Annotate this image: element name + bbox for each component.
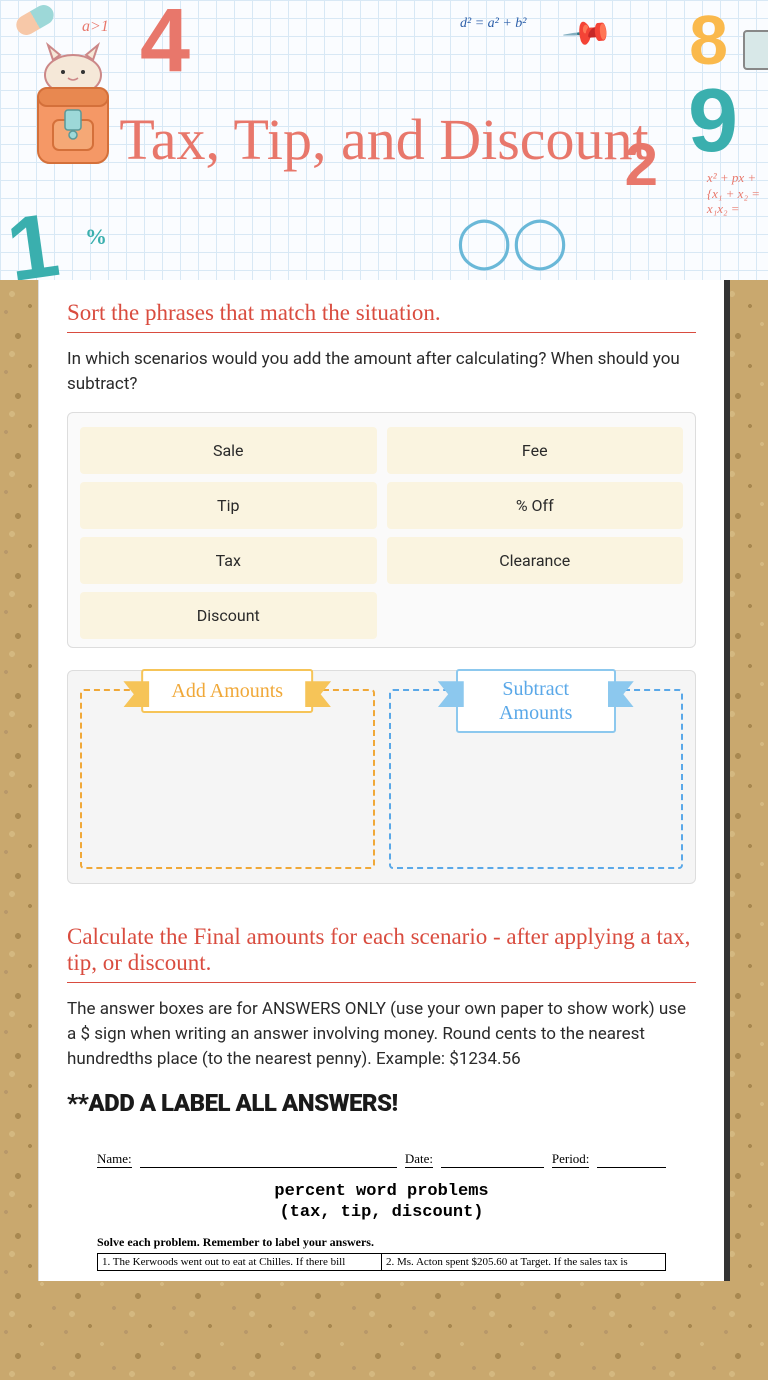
formula-quadratic: x² + px + {x₁ + x₂ = x₁x₂ =	[707, 170, 760, 217]
calculator-doodle	[743, 30, 768, 70]
section1-title: Sort the phrases that match the situatio…	[67, 300, 696, 333]
section1-description: In which scenarios would you add the amo…	[67, 347, 696, 396]
page-title: Tax, Tip, and Discount	[119, 107, 648, 174]
section2-title: Calculate the Final amounts for each sce…	[67, 924, 696, 983]
add-amounts-dropzone[interactable]: Add Amounts	[80, 689, 375, 869]
backpack-cat-illustration	[18, 40, 128, 170]
sortable-card[interactable]: Tip	[80, 482, 377, 529]
name-blank[interactable]	[140, 1151, 397, 1168]
worksheet-header-fields: Name: Date: Period:	[97, 1151, 666, 1168]
header-banner: a>1 4 d² = a² + b² 📌 8 9 2 x² + px + {x₁…	[0, 0, 768, 280]
number-1-doodle: 1	[1, 194, 65, 280]
drop-zones-container: Add Amounts Subtract Amounts	[67, 670, 696, 884]
name-label: Name:	[97, 1151, 132, 1168]
sortable-card[interactable]: % Off	[387, 482, 684, 529]
pill-doodle	[13, 1, 58, 38]
worksheet-title: percent word problems(tax, tip, discount…	[97, 1182, 666, 1223]
sortable-card[interactable]: Tax	[80, 537, 377, 584]
formula-pythagoras: d² = a² + b²	[460, 16, 527, 32]
sortable-card[interactable]: Fee	[387, 427, 684, 474]
number-4-doodle: 4	[140, 0, 190, 93]
sortable-card[interactable]: Discount	[80, 592, 377, 639]
section2-description: The answer boxes are for ANSWERS ONLY (u…	[67, 997, 696, 1071]
label-answers-notice: **ADD A LABEL ALL ANSWERS!	[67, 1089, 696, 1117]
problem-1: 1. The Kerwoods went out to eat at Chill…	[98, 1254, 382, 1270]
glasses-doodle: ◯◯	[456, 212, 568, 270]
content-container: Sort the phrases that match the situatio…	[38, 280, 730, 1281]
number-8-doodle: 8	[689, 0, 728, 80]
add-amounts-banner: Add Amounts	[141, 669, 313, 713]
period-label: Period:	[552, 1151, 590, 1168]
sortable-cards-source: SaleFeeTip% OffTaxClearanceDiscount	[67, 412, 696, 648]
embedded-worksheet: Name: Date: Period: percent word problem…	[67, 1141, 696, 1281]
worksheet-problems-row: 1. The Kerwoods went out to eat at Chill…	[97, 1253, 666, 1271]
worksheet-instructions: Solve each problem. Remember to label yo…	[97, 1235, 666, 1250]
pushpin-icon: 📌	[561, 6, 616, 61]
date-blank[interactable]	[441, 1151, 544, 1168]
number-9-doodle: 9	[688, 70, 738, 173]
sortable-card[interactable]: Clearance	[387, 537, 684, 584]
formula-a1: a>1	[82, 18, 109, 36]
date-label: Date:	[405, 1151, 433, 1168]
percent-doodle: %	[85, 224, 107, 250]
problem-2: 2. Ms. Acton spent $205.60 at Target. If…	[382, 1254, 665, 1270]
subtract-amounts-banner: Subtract Amounts	[456, 669, 616, 733]
sortable-card[interactable]: Sale	[80, 427, 377, 474]
period-blank[interactable]	[597, 1151, 666, 1168]
subtract-amounts-dropzone[interactable]: Subtract Amounts	[389, 689, 684, 869]
